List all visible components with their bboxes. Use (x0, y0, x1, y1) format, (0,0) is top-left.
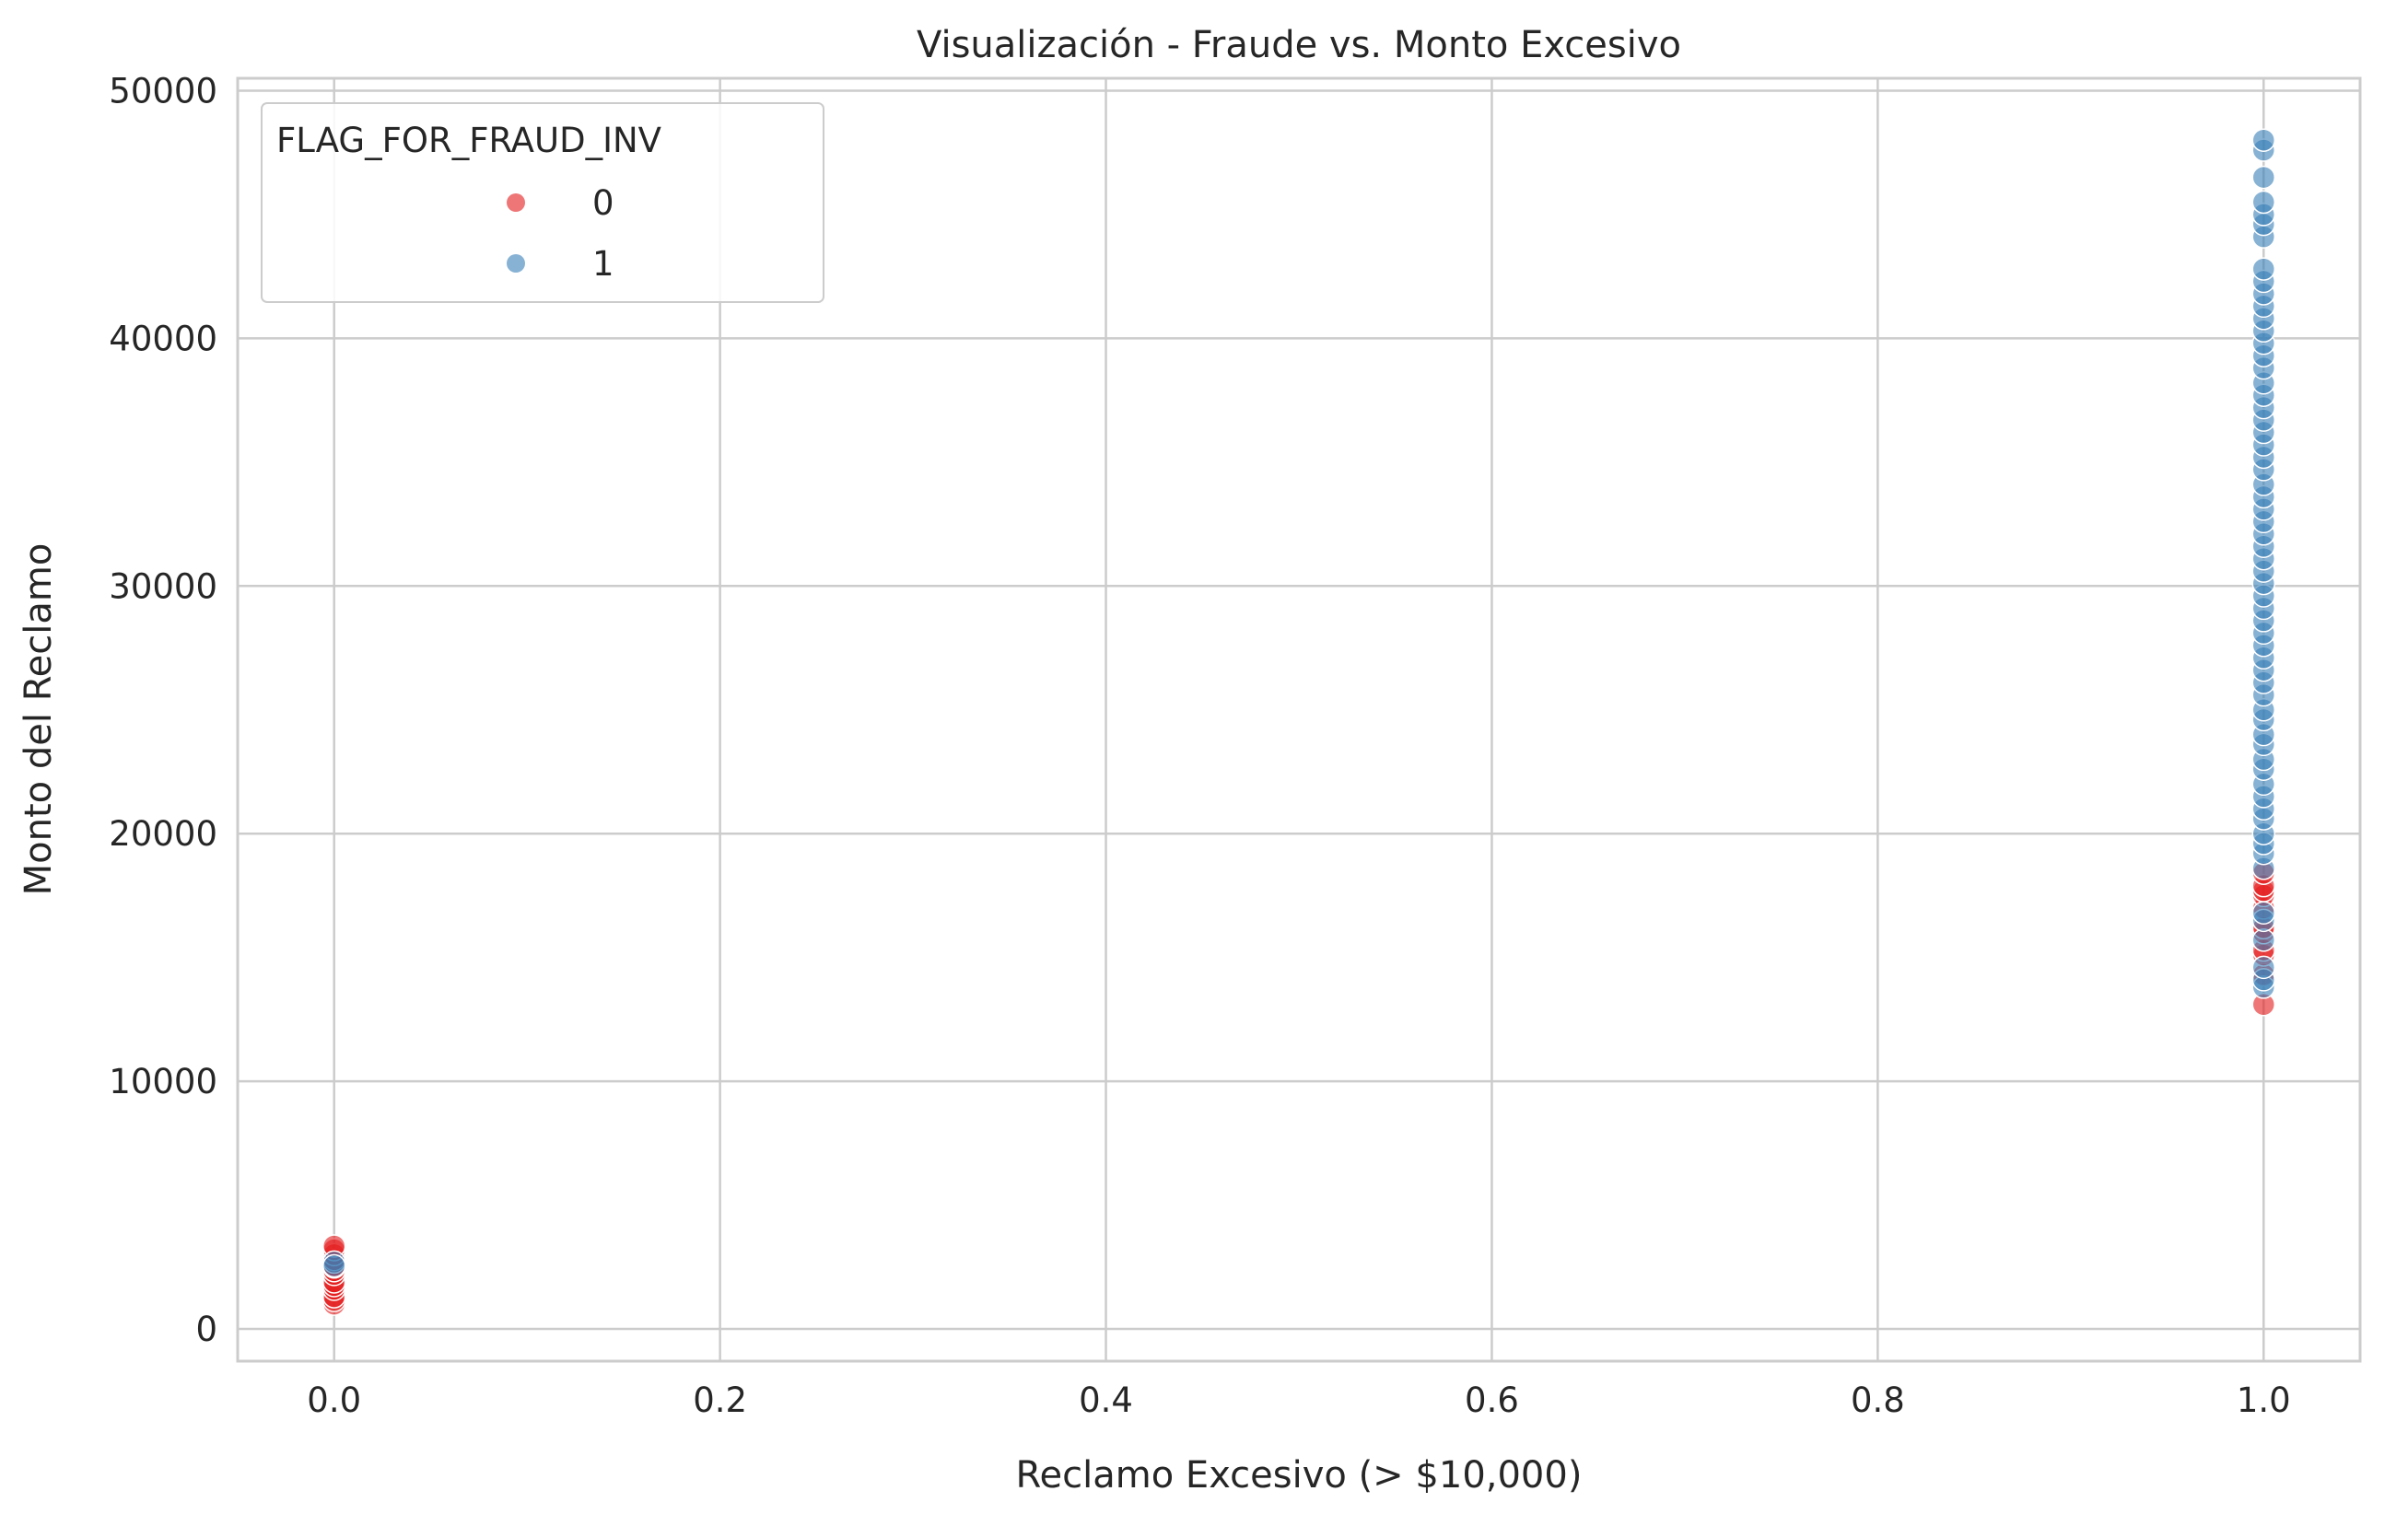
legend: FLAG_FOR_FRAUD_INV 0 1 (261, 102, 824, 303)
points (321, 128, 2276, 1316)
point-series-1 (2251, 928, 2276, 952)
y-tick-label: 30000 (109, 566, 217, 606)
point-series-1 (2251, 257, 2276, 281)
x-tick-label: 0.2 (693, 1380, 747, 1420)
point-series-1 (2251, 955, 2276, 980)
legend-marker-0 (507, 193, 525, 212)
point-series-1 (2251, 165, 2276, 190)
legend-title: FLAG_FOR_FRAUD_INV (276, 121, 661, 160)
point-series-1 (2251, 901, 2276, 926)
point-series-1 (2251, 128, 2276, 152)
plot-frame (236, 76, 2362, 1363)
legend-entry-1: 1 (592, 244, 614, 284)
point-series-1 (2251, 190, 2276, 215)
y-axis-label: Monto del Reclamo (18, 543, 60, 896)
x-axis-label: Reclamo Excesivo (> $10,000) (1016, 1454, 1583, 1497)
y-tick-label: 40000 (109, 319, 217, 358)
y-tick-label: 50000 (109, 71, 217, 111)
y-tick-label: 10000 (109, 1062, 217, 1101)
legend-marker-1 (507, 254, 525, 273)
legend-box (261, 102, 824, 303)
x-tick-label: 0.4 (1079, 1380, 1133, 1420)
x-tick-label: 0.0 (307, 1380, 361, 1420)
tick-labels: 0.0 0.2 0.4 0.6 0.8 1.0 0 10000 20000 30000 40000 5… (109, 71, 2290, 1420)
x-tick-label: 0.8 (1851, 1380, 1905, 1420)
legend-entry-0: 0 (592, 183, 614, 223)
chart-title: Visualización - Fraude vs. Monto Excesiv… (917, 24, 1681, 66)
x-tick-label: 1.0 (2237, 1380, 2291, 1420)
y-tick-label: 0 (195, 1310, 217, 1349)
x-tick-label: 0.6 (1465, 1380, 1519, 1420)
y-tick-label: 20000 (109, 814, 217, 854)
point-series-1 (321, 1253, 346, 1278)
grid (238, 78, 2360, 1361)
